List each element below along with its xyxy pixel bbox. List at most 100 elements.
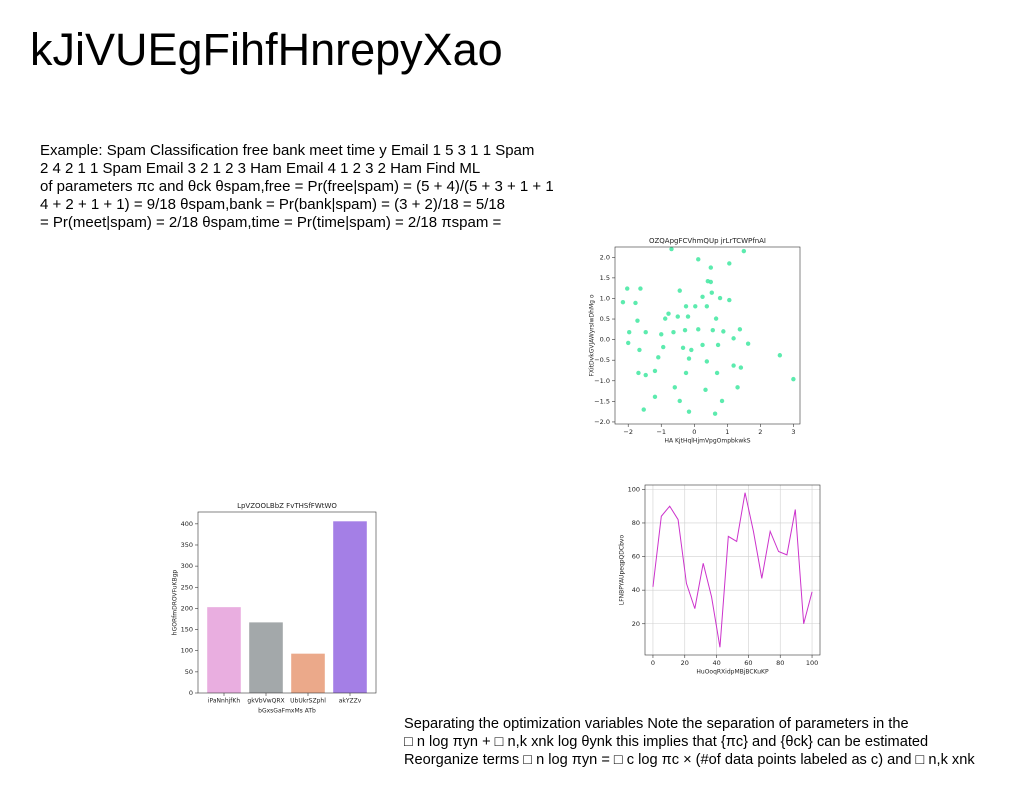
point [677, 288, 682, 293]
y-tick-label: 1.0 [600, 294, 610, 302]
point [683, 304, 689, 309]
point [777, 353, 783, 358]
x-tick-label: 2 [758, 428, 762, 436]
point [717, 295, 723, 301]
point [683, 370, 689, 376]
point [680, 345, 686, 351]
y-tick-label: 20 [632, 620, 640, 628]
x-tick-label: gkVbVwQRX [247, 698, 284, 705]
point [791, 376, 796, 382]
x-tick-label: iPaNnhjfKh [208, 698, 241, 705]
y-axis-label: FXitDvkGVJAWyrsIwDhMg o [589, 294, 596, 376]
text-line: of parameters πc and θck θspam,free = Pr… [40, 178, 554, 195]
plot-frame [614, 246, 801, 425]
y-tick-label: 50 [185, 668, 193, 676]
point [638, 286, 643, 291]
x-tick-label: 80 [776, 659, 784, 667]
x-tick-label: −1 [656, 428, 666, 436]
point [709, 290, 714, 295]
y-tick-label: 2.0 [600, 253, 610, 261]
plot-frame [644, 484, 821, 656]
point [737, 327, 743, 332]
point [652, 368, 658, 374]
y-tick-label: 300 [181, 562, 193, 570]
point [708, 265, 714, 270]
point [715, 342, 721, 348]
y-tick-label: 100 [628, 485, 640, 493]
point [741, 248, 747, 254]
x-tick-label: 20 [681, 659, 689, 667]
point [659, 332, 664, 337]
chart-title: LpVZOOLBbZ FvTHSfFWtWO [237, 502, 337, 510]
point [696, 327, 701, 332]
y-tick-label: 250 [181, 583, 193, 591]
paragraph: Separating the optimization variables No… [404, 715, 975, 769]
point [682, 327, 688, 333]
point [661, 344, 666, 350]
bar [333, 521, 367, 693]
point [626, 340, 631, 346]
x-tick-label: 0 [651, 659, 655, 667]
x-tick-label: 0 [692, 428, 696, 436]
y-tick-label: 80 [632, 519, 640, 527]
point [704, 359, 710, 364]
point [620, 299, 626, 305]
x-tick-label: −2 [623, 428, 633, 436]
point [712, 411, 718, 416]
point [669, 246, 674, 252]
x-tick-label: UbUkrSZphl [290, 698, 326, 705]
point [735, 385, 740, 390]
x-axis-label: HuOoqRXidpMBjBCKuKP [696, 669, 769, 676]
point [636, 370, 641, 376]
point [700, 342, 705, 348]
point [708, 279, 714, 285]
point [652, 394, 658, 400]
point [719, 398, 725, 404]
point [727, 297, 732, 303]
point [738, 365, 744, 370]
x-tick-label: 1 [725, 428, 729, 436]
text-line: Separating the optimization variables No… [404, 716, 909, 732]
y-tick-label: 150 [181, 626, 193, 634]
point [745, 341, 751, 346]
y-tick-label: −1.0 [594, 377, 610, 385]
y-tick-label: 60 [632, 553, 640, 561]
y-tick-label: 200 [181, 604, 193, 612]
point [714, 370, 720, 376]
x-tick-label: akYZZv [339, 698, 362, 705]
point [713, 316, 719, 321]
point [671, 330, 676, 335]
point [731, 336, 736, 341]
bar [249, 622, 283, 693]
x-axis-label: bGxsGaFmxMs ATb [258, 708, 316, 715]
y-tick-label: −1.5 [594, 397, 610, 405]
point [693, 304, 698, 309]
y-tick-label: 400 [181, 520, 193, 528]
point [696, 257, 701, 262]
bar [207, 607, 241, 693]
y-tick-label: 0.0 [600, 336, 610, 344]
text-line: 2 4 2 1 1 Spam Email 3 2 1 2 3 Ham Email… [40, 160, 481, 177]
point [704, 304, 710, 309]
y-axis-label: hGORfmDROVFuKBgp [172, 570, 179, 636]
x-tick-label: 3 [791, 428, 795, 436]
text-line: Example: Spam Classification free bank m… [40, 142, 535, 159]
x-axis-label: HA KjtHqlHjmVpgOmpbkwkS [664, 438, 750, 445]
point [633, 300, 638, 306]
point [686, 356, 692, 361]
point [721, 329, 726, 334]
plot-frame [197, 511, 377, 694]
text-line: Reorganize terms □ n log πyn = □ c log π… [404, 752, 975, 768]
y-tick-label: −2.0 [594, 418, 610, 426]
y-tick-label: 1.5 [600, 274, 610, 282]
point [672, 385, 677, 390]
line [652, 492, 813, 648]
point [675, 314, 680, 319]
x-tick-label: 60 [744, 659, 752, 667]
bar [291, 653, 325, 693]
y-tick-label: 40 [632, 586, 640, 594]
point [666, 311, 671, 316]
point [689, 347, 694, 353]
